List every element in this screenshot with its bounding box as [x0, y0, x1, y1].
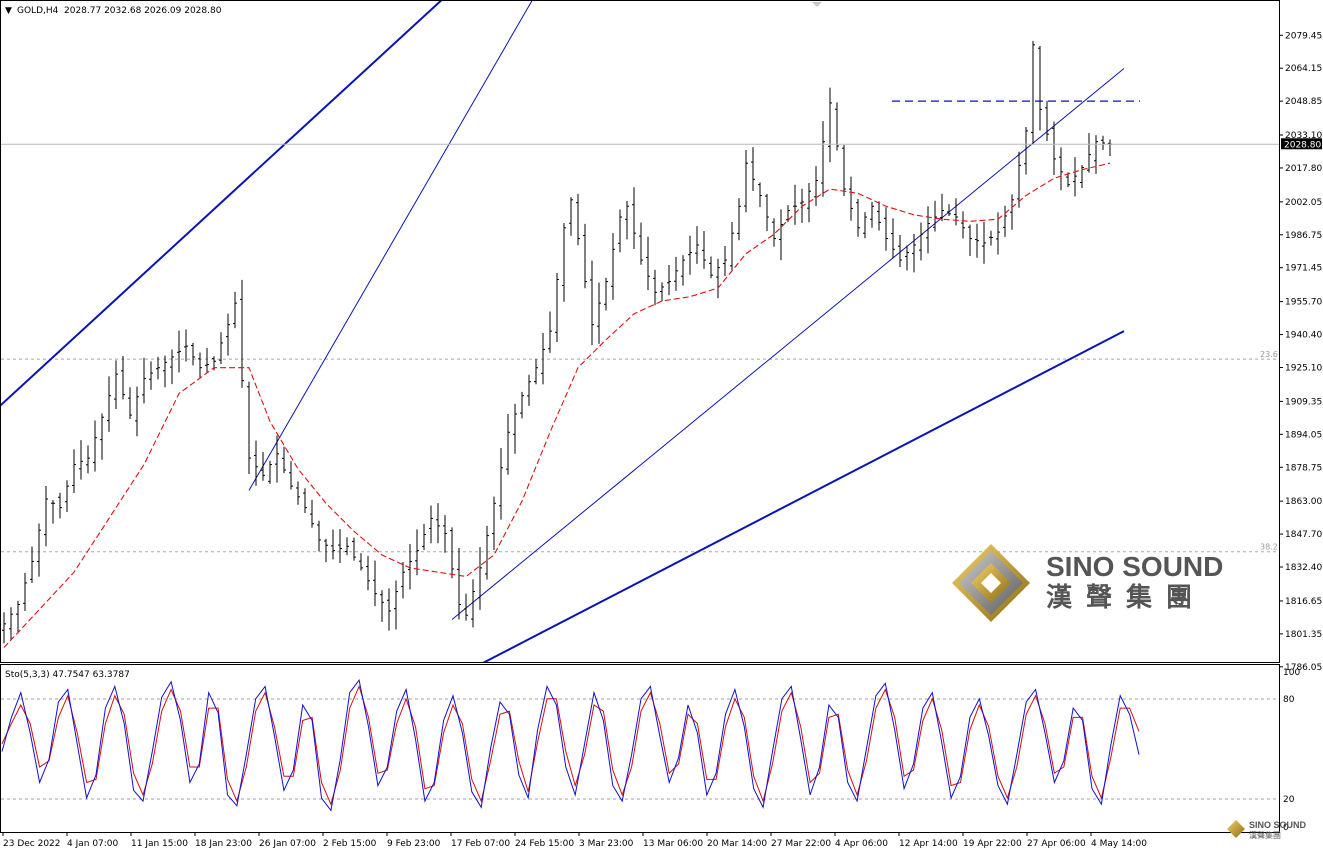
time-tick-label: 18 Jan 23:00: [195, 839, 252, 849]
time-tick-label: 26 Jan 07:00: [259, 839, 316, 849]
current-price-label: 2028.80: [1284, 140, 1321, 150]
time-tick-label: 2 Feb 15:00: [323, 839, 377, 849]
time-tick-label: 20 Mar 14:00: [707, 839, 767, 849]
price-tick-label: 2017.80: [1285, 164, 1322, 174]
price-tick-label: 1847.70: [1285, 530, 1322, 540]
price-tick-label: 2079.45: [1285, 31, 1322, 41]
time-tick-label: 11 Jan 15:00: [131, 839, 188, 849]
time-tick-label: 23 Dec 2022: [3, 839, 61, 849]
price-tick-label: 2064.15: [1285, 64, 1322, 74]
candles: [2, 40, 1112, 644]
price-tick-label: 1801.35: [1285, 630, 1322, 640]
price-tick-label: 1971.45: [1285, 264, 1322, 274]
time-tick-label: 3 Mar 23:00: [579, 839, 634, 849]
ohlc-values: 2028.77 2032.68 2026.09 2028.80: [64, 6, 222, 16]
small-logo-diamond-icon: [1227, 820, 1245, 838]
price-tick-label: 1955.70: [1285, 298, 1322, 308]
symbol-label: GOLD,H4: [17, 6, 59, 16]
time-tick-label: 19 Apr 22:00: [963, 839, 1022, 849]
price-tick-label: 1909.35: [1285, 397, 1322, 407]
current-price-box: [1281, 138, 1322, 150]
price-tick-label: 1816.65: [1285, 597, 1322, 607]
small-logo-text-en: SINO SOUND: [1249, 820, 1307, 830]
support-trendline: [451, 68, 1125, 620]
time-tick-label: 27 Apr 06:00: [1027, 839, 1086, 849]
time-tick-label: 24 Feb 15:00: [515, 839, 574, 849]
price-tick-label: 2002.05: [1285, 198, 1322, 208]
price-tick-label: 1986.75: [1285, 231, 1322, 241]
stochastic-signal-line: [1, 684, 1140, 806]
time-tick-label: 4 Jan 07:00: [67, 839, 119, 849]
price-tick-label: 1878.75: [1285, 463, 1322, 473]
fib-label-38-2: 38.2: [1260, 543, 1278, 552]
moving-average-line: [3, 162, 1111, 648]
sino-sound-logo: SINO SOUND 漢聲集團: [952, 544, 1223, 622]
time-axis: 23 Dec 2022 4 Jan 07:00 11 Jan 15:00 18 Jan…: [2, 832, 1147, 849]
time-tick-label: 27 Mar 22:00: [771, 839, 831, 849]
osc-tick-0: 0: [1283, 823, 1289, 833]
logo-diamond-core-icon: [981, 573, 1001, 593]
shift-marker-icon: [812, 2, 822, 7]
osc-tick-100: 100: [1283, 668, 1300, 678]
price-tick-label: 2033.10: [1285, 131, 1322, 141]
time-tick-label: 4 May 14:00: [1091, 839, 1147, 849]
fib-label-23-6: 23.6: [1260, 350, 1278, 359]
osc-tick-20: 20: [1283, 795, 1295, 805]
channel-lower-line: [482, 330, 1125, 662]
time-tick-label: 12 Apr 14:00: [899, 839, 958, 849]
logo-text-en: SINO SOUND: [1046, 551, 1223, 582]
stochastic-oscillator: [1, 679, 1140, 812]
price-tick-label: 1786.05: [1285, 663, 1322, 673]
stochastic-main-line: [1, 679, 1140, 812]
small-logo-text-zh: 漢聲集團: [1249, 830, 1281, 840]
logo-text-zh: 漢聲集團: [1046, 582, 1206, 613]
price-tick-label: 2048.85: [1285, 97, 1322, 107]
oscillator-label: Sto(5,3,3) 47.7547 63.3787: [5, 670, 130, 680]
channel-upper-line: [1, 1, 443, 407]
time-tick-label: 13 Mar 06:00: [643, 839, 703, 849]
time-tick-label: 17 Feb 07:00: [451, 839, 510, 849]
small-logo: SINO SOUND 漢聲集團: [1227, 820, 1307, 840]
price-axis: 2079.45 2064.15 2048.85 2033.10 2017.80 2002.…: [1279, 31, 1322, 673]
time-tick-label: 9 Feb 23:00: [387, 839, 441, 849]
collapse-triangle-icon[interactable]: ▼: [5, 6, 12, 16]
price-tick-label: 1940.40: [1285, 331, 1322, 341]
trendlines: [1, 1, 1140, 662]
price-tick-label: 1863.00: [1285, 497, 1322, 507]
osc-tick-80: 80: [1283, 695, 1295, 705]
price-tick-label: 1832.40: [1285, 563, 1322, 573]
price-tick-label: 1925.10: [1285, 363, 1322, 373]
price-tick-label: 1894.05: [1285, 430, 1322, 440]
time-tick-label: 4 Apr 06:00: [835, 839, 888, 849]
steep-trendline: [248, 1, 533, 491]
